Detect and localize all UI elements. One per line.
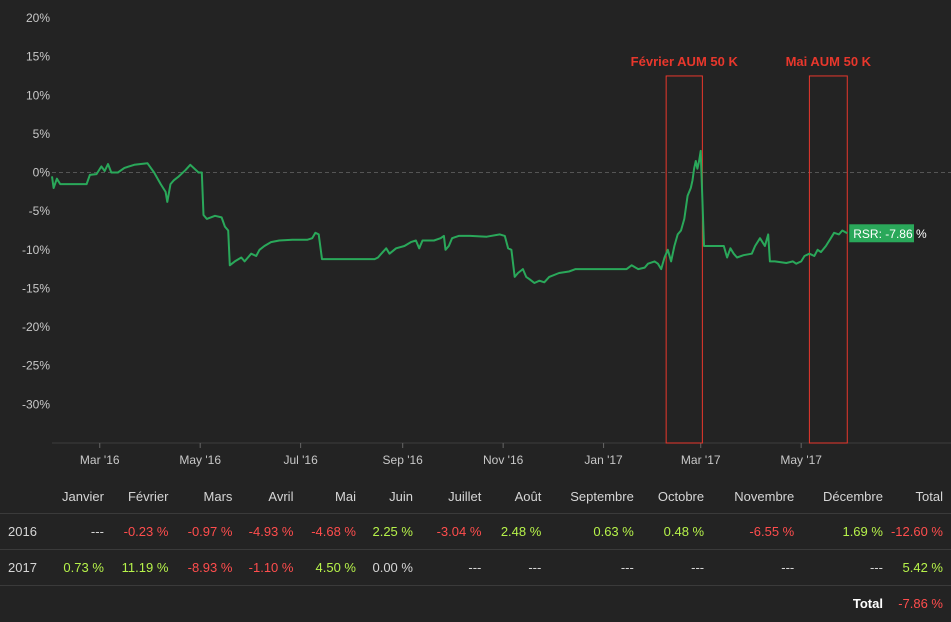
annotation-box	[665, 75, 703, 444]
total-value: -7.86 %	[890, 585, 951, 621]
table-cell: -4.68 %	[301, 513, 364, 550]
table-cell: -6.55 %	[712, 513, 803, 550]
header-juillet: Juillet	[448, 489, 482, 504]
table-row: 2016 --- -0.23 % -0.97 % -4.93 % -4.68 %…	[0, 513, 951, 550]
x-tick-label: Mar '17	[681, 453, 721, 467]
table-cell: ---	[420, 549, 490, 586]
table-cell: ---	[549, 549, 642, 586]
table-cell: 0.48 %	[641, 513, 713, 550]
table-row: 2017 0.73 % 11.19 % -8.93 % -1.10 % 4.50…	[0, 549, 951, 586]
table-cell: ---	[489, 549, 550, 586]
table-header-row: Janvier Février Mars Avril Mai Juin Juil…	[0, 480, 951, 514]
table-cell: ---	[712, 549, 803, 586]
header-total: Total	[915, 489, 943, 504]
table-cell: 2.25 %	[364, 513, 421, 550]
header-fevrier: Février	[127, 489, 169, 504]
header-janvier: Janvier	[61, 489, 104, 504]
table-cell: 0.73 %	[51, 549, 112, 586]
header-juin: Juin	[389, 489, 413, 504]
table-cell: 0.63 %	[549, 513, 642, 550]
table-cell: 1.69 %	[802, 513, 891, 550]
y-tick-label: 20%	[26, 11, 50, 25]
x-tick-label: May '17	[780, 453, 822, 467]
annotation-label: Février AUM 50 K	[631, 54, 739, 69]
x-tick-label: Jan '17	[584, 453, 623, 467]
table-cell: -4.93 %	[240, 513, 302, 550]
row-year: 2016	[0, 513, 52, 550]
y-tick-label: -15%	[22, 281, 50, 295]
y-tick-label: -10%	[22, 243, 50, 257]
header-decembre: Décembre	[822, 489, 883, 504]
x-tick-label: Jul '16	[283, 453, 318, 467]
annotation-label: Mai AUM 50 K	[786, 54, 872, 69]
y-tick-label: 0%	[33, 166, 51, 180]
table-cell: -3.04 %	[420, 513, 490, 550]
performance-chart: 20% 15% 10% 5% 0% -5% -10% -15% -20% -25% -30% Mar …	[22, 11, 951, 467]
header-avril: Avril	[268, 489, 294, 504]
x-tick-label: Sep '16	[383, 453, 424, 467]
y-tick-label: -25%	[22, 359, 50, 373]
x-tick-label: Mar '16	[80, 453, 120, 467]
y-tick-label: -20%	[22, 320, 50, 334]
y-tick-label: -5%	[29, 204, 51, 218]
table-cell: 4.50 %	[301, 549, 364, 586]
table-cell: ---	[51, 513, 112, 550]
row-total-cell: 5.42 %	[890, 549, 951, 586]
header-mai: Mai	[335, 489, 356, 504]
header-year	[0, 480, 52, 514]
row-total-cell: -12.60 %	[890, 513, 951, 550]
series-line	[51, 149, 848, 284]
y-tick-label: 15%	[26, 50, 50, 64]
total-label: Total	[802, 585, 891, 621]
table-cell: 11.19 %	[111, 549, 177, 586]
table-cell: -0.97 %	[176, 513, 241, 550]
header-novembre: Novembre	[734, 489, 795, 504]
x-tick-label: Nov '16	[483, 453, 524, 467]
y-tick-label: 5%	[33, 127, 51, 141]
header-mars: Mars	[203, 489, 233, 504]
monthly-returns-table: Janvier Février Mars Avril Mai Juin Juil…	[0, 480, 951, 621]
row-year: 2017	[0, 549, 52, 586]
table-cell: ---	[802, 549, 891, 586]
y-tick-label: 10%	[26, 88, 50, 102]
total-spacer	[0, 585, 803, 621]
grand-total-row: Total -7.86 %	[0, 585, 951, 621]
y-tick-label: -30%	[22, 397, 50, 411]
header-octobre: Octobre	[657, 489, 705, 504]
x-tick-label: May '16	[179, 453, 221, 467]
table-cell: 2.48 %	[489, 513, 550, 550]
table-cell: -1.10 %	[240, 549, 302, 586]
annotation-box	[808, 75, 848, 444]
header-aout: Août	[514, 489, 542, 504]
rsr-label: RSR: -7.86 %	[853, 227, 927, 241]
rsr-label-bg	[849, 224, 914, 243]
table-cell: -0.23 %	[111, 513, 177, 550]
header-septembre: Septembre	[570, 489, 634, 504]
table-cell: ---	[641, 549, 713, 586]
table-cell: -8.93 %	[176, 549, 241, 586]
table-cell: 0.00 %	[364, 549, 421, 586]
